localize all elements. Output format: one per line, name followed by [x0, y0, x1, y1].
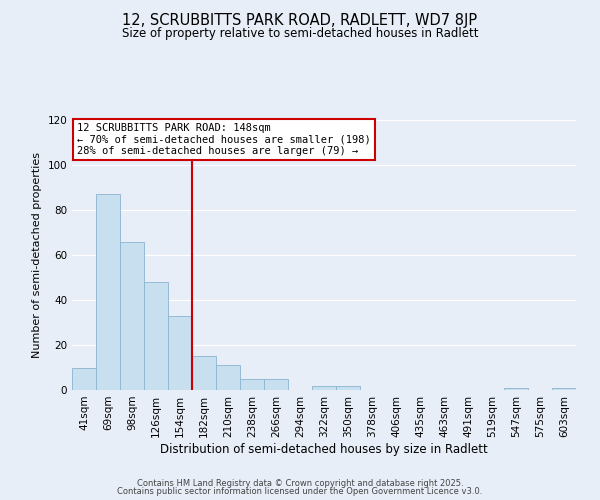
Bar: [216, 365, 240, 390]
Bar: [120, 242, 144, 390]
Text: Contains HM Land Registry data © Crown copyright and database right 2025.: Contains HM Land Registry data © Crown c…: [137, 478, 463, 488]
Bar: [192, 356, 216, 390]
Bar: [96, 194, 120, 390]
Bar: [144, 282, 168, 390]
Text: 12, SCRUBBITTS PARK ROAD, RADLETT, WD7 8JP: 12, SCRUBBITTS PARK ROAD, RADLETT, WD7 8…: [122, 12, 478, 28]
X-axis label: Distribution of semi-detached houses by size in Radlett: Distribution of semi-detached houses by …: [160, 442, 488, 456]
Text: 12 SCRUBBITTS PARK ROAD: 148sqm
← 70% of semi-detached houses are smaller (198)
: 12 SCRUBBITTS PARK ROAD: 148sqm ← 70% of…: [77, 122, 371, 156]
Bar: [168, 316, 192, 390]
Bar: [264, 379, 288, 390]
Text: Size of property relative to semi-detached houses in Radlett: Size of property relative to semi-detach…: [122, 28, 478, 40]
Bar: [72, 368, 96, 390]
Y-axis label: Number of semi-detached properties: Number of semi-detached properties: [32, 152, 42, 358]
Bar: [240, 379, 264, 390]
Bar: [336, 386, 360, 390]
Bar: [552, 388, 576, 390]
Text: Contains public sector information licensed under the Open Government Licence v3: Contains public sector information licen…: [118, 487, 482, 496]
Bar: [504, 388, 528, 390]
Bar: [312, 386, 336, 390]
